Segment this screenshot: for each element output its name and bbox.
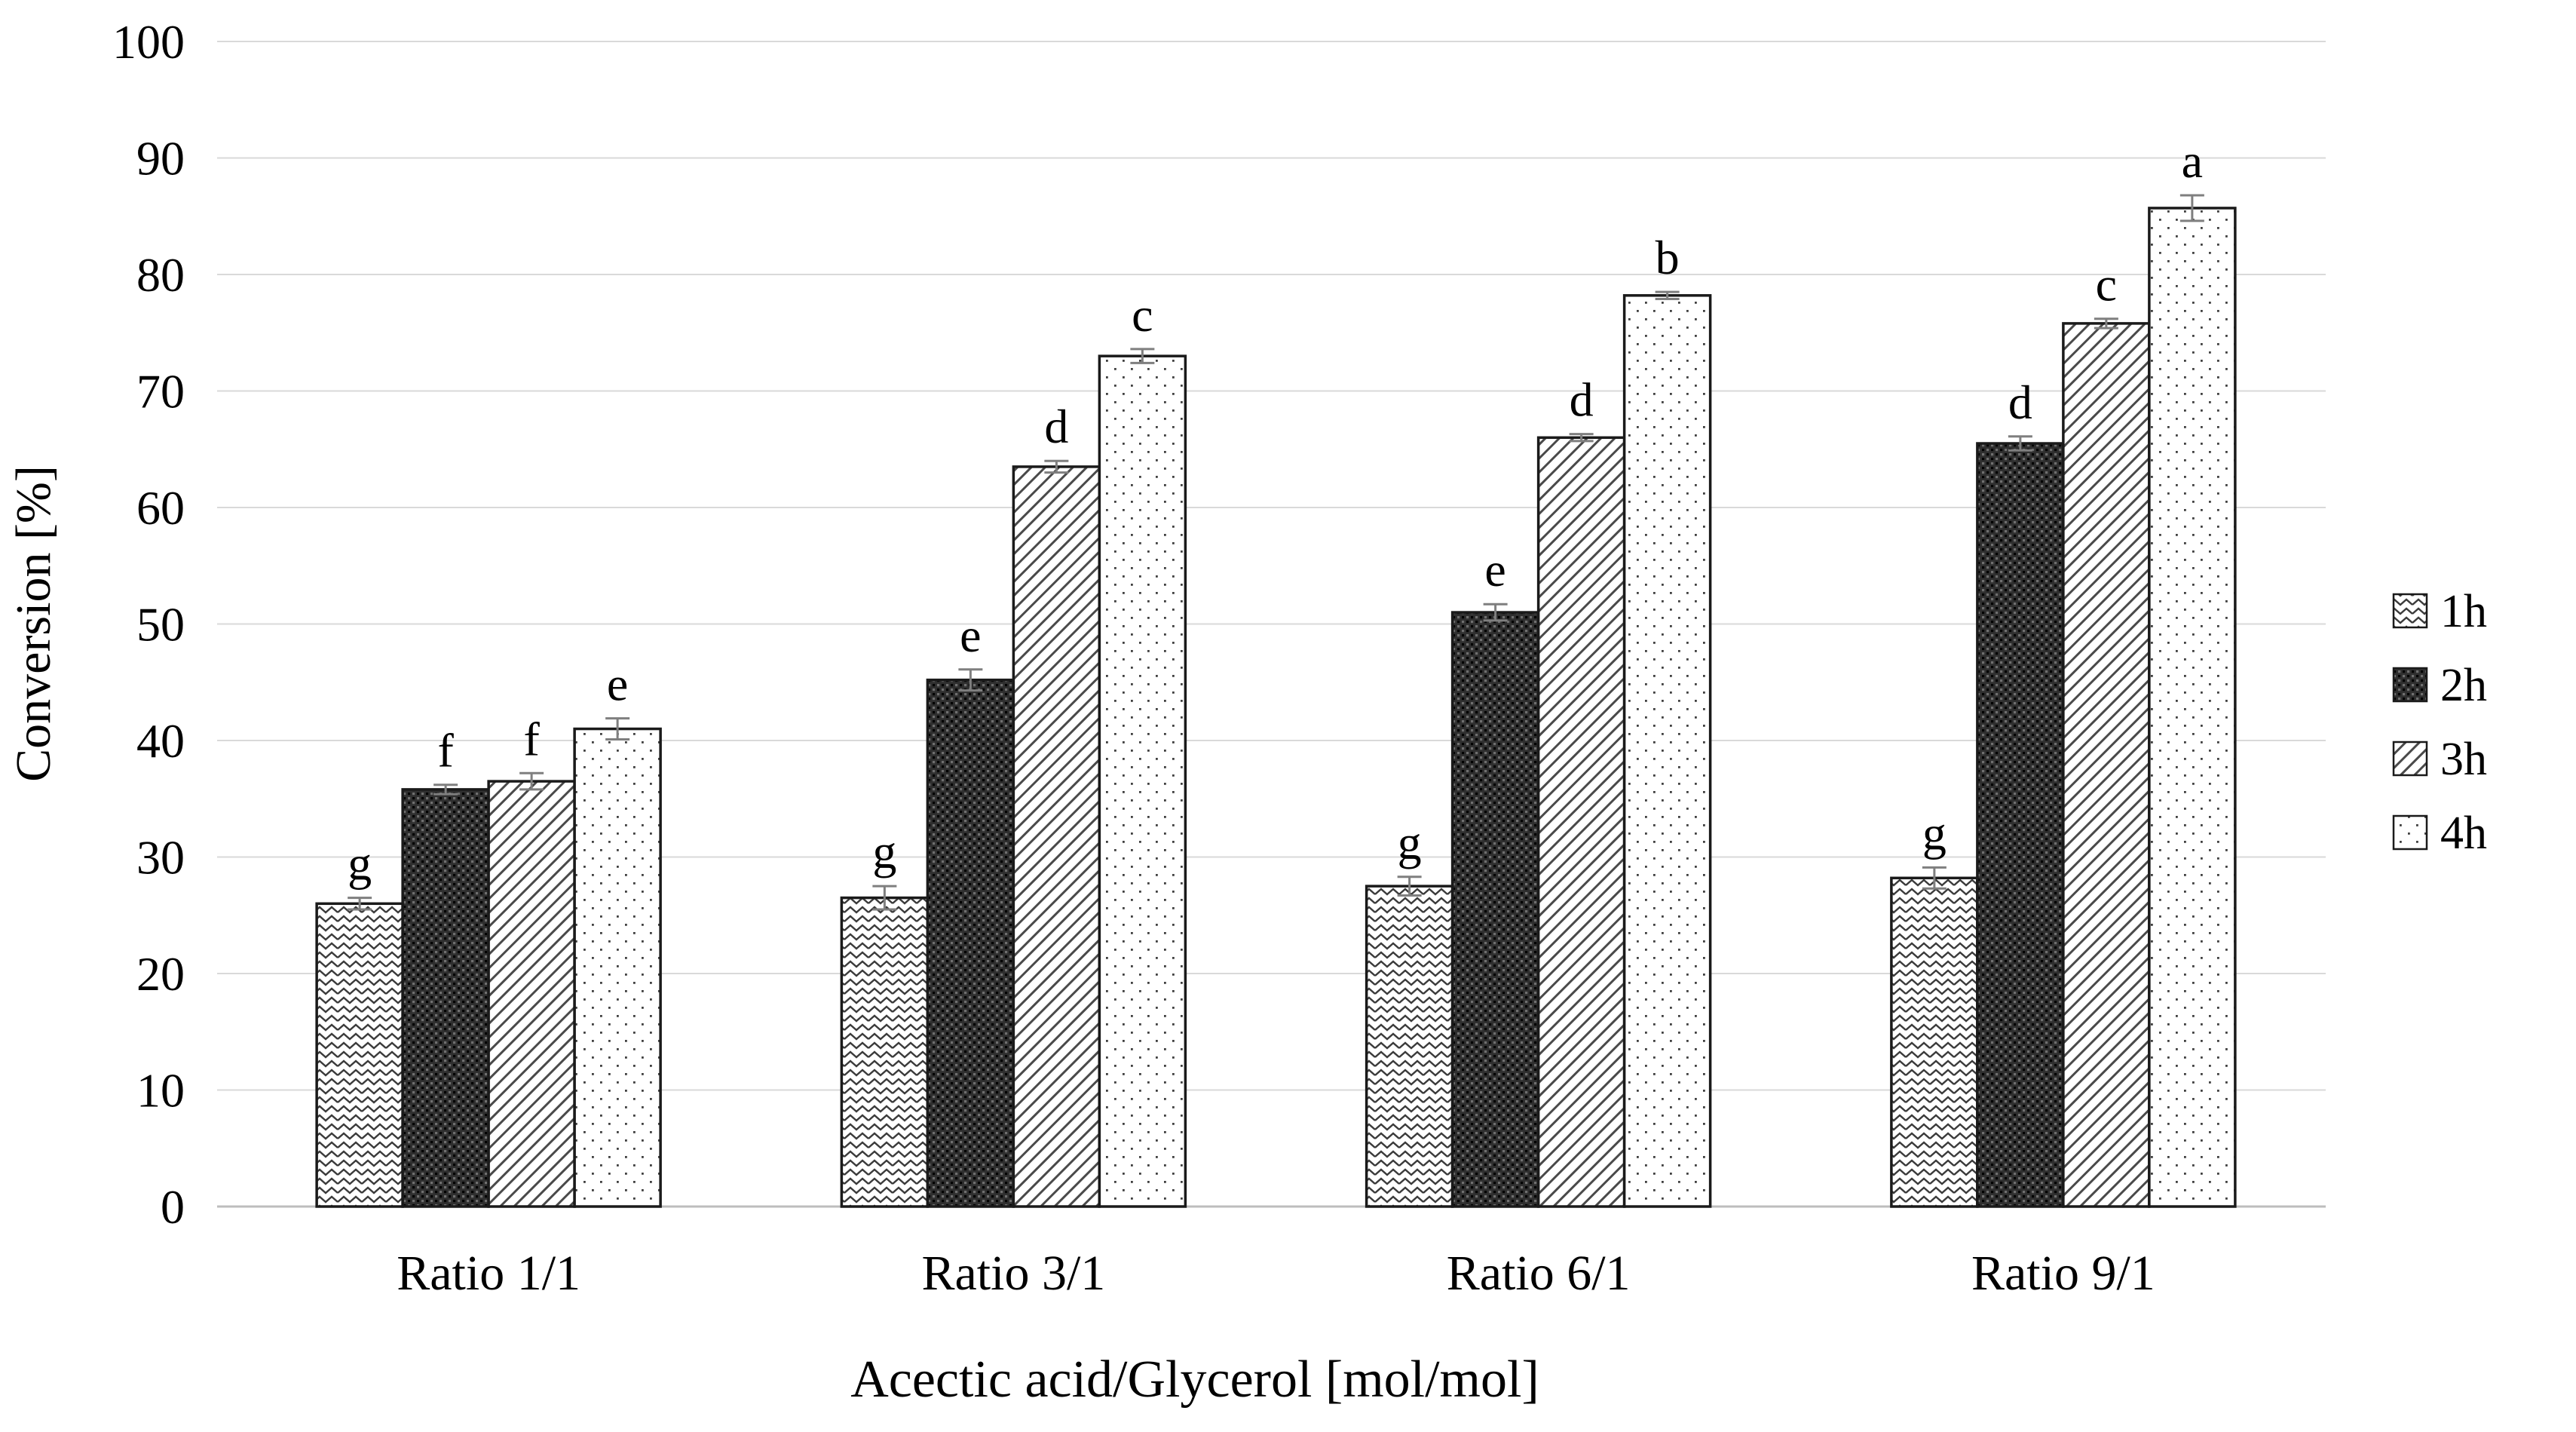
- bars-layer: g f f e g e d c g e d b g d c a: [315, 134, 2237, 1208]
- significance-letter: f: [523, 712, 540, 765]
- significance-letter: a: [2182, 134, 2203, 188]
- legend-label-3h: 3h: [2440, 734, 2487, 785]
- bar-1h-group4: [1890, 876, 1979, 1208]
- labels-layer: 0 10 20 30 40 50 60 70 80 90 100 Ratio 1/1 Ratio 3/1…: [112, 15, 2155, 1301]
- y-axis-title: Conversion [%]: [6, 465, 61, 782]
- bar-1h-group2: [840, 896, 930, 1208]
- legend: 1h 2h 3h 4h: [2392, 586, 2487, 859]
- bar-2h-group4: [1976, 442, 2065, 1208]
- significance-letter: g: [1922, 806, 1947, 860]
- x-axis-title: Acectic acid/Glycerol [mol/mol]: [850, 1351, 1539, 1409]
- bar-2h-group2: [926, 678, 1015, 1208]
- y-tick-label: 60: [136, 481, 185, 535]
- y-tick-label: 80: [136, 248, 185, 302]
- bar-3h-group3: [1536, 436, 1626, 1208]
- significance-letter: c: [1132, 288, 1153, 342]
- bar-4h-group2: [1098, 354, 1187, 1208]
- legend-swatch-4h: [2392, 814, 2428, 851]
- x-category-label: Ratio 6/1: [1447, 1246, 1631, 1301]
- bar-3h-group2: [1012, 465, 1101, 1208]
- bar-1h-group1: [315, 902, 404, 1208]
- x-category-label: Ratio 1/1: [397, 1246, 580, 1301]
- significance-letter: d: [1570, 373, 1594, 427]
- y-tick-label: 90: [136, 132, 185, 186]
- bar-4h-group4: [2148, 207, 2237, 1208]
- y-tick-label: 100: [112, 15, 185, 69]
- legend-swatch-1h: [2392, 593, 2428, 629]
- legend-swatch-3h: [2392, 741, 2428, 777]
- bar-3h-group1: [487, 780, 576, 1208]
- y-tick-label: 0: [161, 1180, 185, 1234]
- legend-swatch-2h: [2392, 667, 2428, 703]
- significance-letter: g: [348, 837, 372, 891]
- legend-label-4h: 4h: [2440, 808, 2487, 859]
- y-tick-label: 30: [136, 831, 185, 885]
- bar-2h-group1: [401, 788, 490, 1208]
- y-tick-label: 10: [136, 1064, 185, 1118]
- significance-letter: g: [872, 825, 896, 879]
- legend-label-2h: 2h: [2440, 660, 2487, 711]
- significance-letter: e: [960, 609, 981, 662]
- y-tick-label: 20: [136, 947, 185, 1001]
- significance-letter: f: [437, 724, 454, 777]
- legend-label-1h: 1h: [2440, 586, 2487, 637]
- bar-4h-group3: [1622, 294, 1712, 1208]
- bar-2h-group3: [1450, 611, 1540, 1208]
- y-tick-label: 70: [136, 365, 185, 419]
- x-category-label: Ratio 3/1: [921, 1246, 1105, 1301]
- significance-letter: e: [607, 658, 628, 711]
- significance-letter: b: [1656, 231, 1680, 284]
- bar-1h-group3: [1365, 885, 1454, 1208]
- bar-4h-group1: [573, 727, 662, 1208]
- significance-letter: d: [1044, 400, 1068, 453]
- y-tick-label: 50: [136, 598, 185, 652]
- bar-3h-group4: [2062, 322, 2151, 1208]
- significance-letter: d: [2008, 376, 2032, 429]
- significance-letter: g: [1398, 816, 1422, 869]
- x-category-label: Ratio 9/1: [1971, 1246, 2155, 1301]
- significance-letter: c: [2096, 258, 2117, 311]
- y-tick-label: 40: [136, 714, 185, 768]
- significance-letter: e: [1484, 543, 1505, 596]
